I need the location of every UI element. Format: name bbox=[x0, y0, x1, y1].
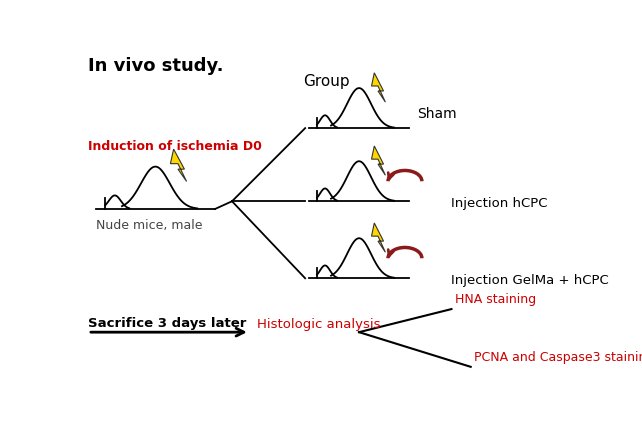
Text: Histologic analysis: Histologic analysis bbox=[257, 318, 381, 331]
Text: Nude mice, male: Nude mice, male bbox=[96, 219, 202, 232]
Text: Sacrifice 3 days later: Sacrifice 3 days later bbox=[88, 317, 247, 330]
Text: HNA staining: HNA staining bbox=[455, 293, 535, 306]
Text: Induction of ischemia D0: Induction of ischemia D0 bbox=[88, 140, 262, 153]
Polygon shape bbox=[170, 149, 187, 181]
Text: Injection GelMa + hCPC: Injection GelMa + hCPC bbox=[451, 274, 609, 287]
Polygon shape bbox=[372, 223, 385, 252]
Text: Group: Group bbox=[304, 74, 350, 89]
Text: Injection hCPC: Injection hCPC bbox=[451, 197, 548, 210]
Polygon shape bbox=[372, 146, 385, 175]
Text: PCNA and Caspase3 staining: PCNA and Caspase3 staining bbox=[474, 351, 642, 364]
Text: In vivo study.: In vivo study. bbox=[88, 57, 223, 75]
Polygon shape bbox=[372, 73, 385, 102]
Text: Sham: Sham bbox=[417, 107, 456, 121]
